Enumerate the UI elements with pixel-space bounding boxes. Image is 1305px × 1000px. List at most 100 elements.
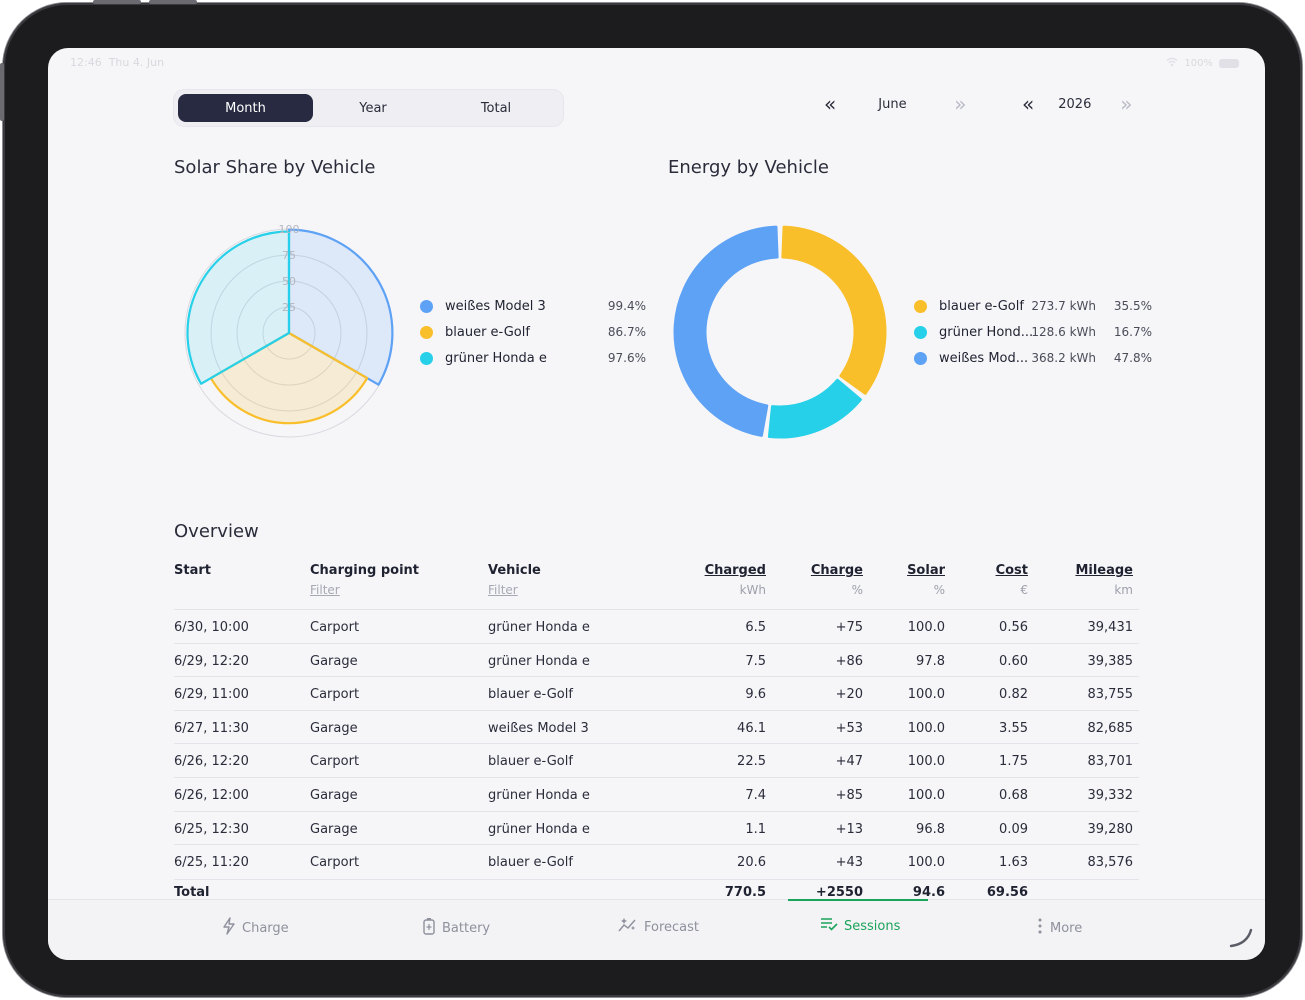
cell-charge: +47 [835, 754, 863, 770]
cell-cost: 0.56 [999, 620, 1028, 635]
previous-year-button[interactable]: « [1022, 92, 1035, 116]
legend-item-egolf[interactable]: blauer e-Golf [420, 323, 530, 341]
total-cost: 69.56 [986, 885, 1028, 900]
cell-point: Carport [310, 687, 360, 703]
unit-cost: € [1020, 583, 1028, 597]
previous-month-button[interactable]: « [824, 92, 837, 116]
cell-charged: 1.1 [745, 821, 766, 837]
sort-solar[interactable]: Solar [907, 563, 945, 578]
legend-label: grüner Hond... [939, 324, 1034, 340]
energy-legend-model3[interactable]: weißes Mod... [914, 349, 1028, 367]
sort-charged[interactable]: Charged [704, 563, 766, 578]
legend-percent: 16.7% [1113, 325, 1152, 339]
cell-vehicle: blauer e-Golf [488, 855, 573, 871]
next-month-button[interactable]: » [954, 92, 967, 116]
tab-charge[interactable]: Charge [222, 917, 289, 939]
legend-label: blauer e-Golf [445, 324, 530, 340]
radar-tick-label: 50 [282, 275, 296, 288]
filter-charging-point[interactable]: Filter [310, 583, 340, 597]
list-check-icon [820, 917, 838, 935]
sort-mileage[interactable]: Mileage [1075, 563, 1133, 578]
cell-mileage: 82,685 [1087, 720, 1134, 736]
legend-kwh: 273.7 kWh [1031, 299, 1096, 313]
cell-vehicle: blauer e-Golf [488, 754, 573, 770]
side-button-top-2 [149, 0, 197, 4]
legend-dot [914, 325, 927, 339]
cell-mileage: 83,755 [1087, 687, 1134, 703]
table-row[interactable]: 6/25, 11:20 Carport blauer e-Golf 20.6 +43 10… [174, 844, 1139, 878]
cell-cost: 0.60 [999, 653, 1028, 669]
cell-solar: 100.0 [907, 620, 945, 635]
cell-cost: 0.09 [999, 821, 1028, 837]
table-row[interactable]: 6/29, 12:20 Garage grüner Honda e 7.5 +86 97.… [174, 642, 1139, 677]
next-year-button[interactable]: » [1120, 92, 1133, 116]
cell-mileage: 39,431 [1087, 620, 1134, 635]
solar-share-radar-chart: 100 75 50 25 [184, 223, 394, 438]
cell-point: Garage [310, 653, 358, 669]
cell-charge: +43 [835, 855, 863, 871]
legend-item-model3[interactable]: weißes Model 3 [420, 297, 546, 315]
segment-year[interactable]: Year [359, 100, 387, 116]
year-navigator: « 2026 » [1022, 94, 1133, 114]
radar-sector-1[interactable] [287, 228, 394, 386]
legend-dot [420, 325, 433, 339]
unit-mileage: km [1114, 583, 1133, 597]
donut-slice-1[interactable] [781, 225, 887, 395]
donut-slice-2[interactable] [767, 378, 862, 439]
column-vehicle: Vehicle [488, 563, 541, 578]
table-row[interactable]: 6/26, 12:20 Carport blauer e-Golf 22.5 +47 10… [174, 743, 1139, 777]
cell-charged: 7.5 [745, 653, 766, 669]
cell-cost: 0.68 [999, 788, 1028, 803]
cell-start: 6/26, 12:20 [174, 754, 249, 770]
radar-tick-label: 75 [282, 249, 296, 262]
table-row[interactable]: 6/27, 11:30 Garage weißes Model 3 46.1 +53 10… [174, 709, 1139, 744]
cell-point: Garage [310, 788, 358, 803]
table-row[interactable]: 6/29, 11:00 Carport blauer e-Golf 9.6 +20 100… [174, 676, 1139, 710]
status-icons: 100% [1166, 57, 1239, 70]
app-screen: 12:46 Thu 4. Jun 100% Month Year Total «… [48, 48, 1265, 960]
status-time: 12:46 Thu 4. Jun [70, 56, 165, 69]
tab-label: Battery [442, 920, 491, 936]
cell-solar: 96.8 [916, 821, 945, 837]
radar-sector-3[interactable] [186, 230, 291, 385]
legend-dot [914, 299, 927, 313]
energy-legend-egolf[interactable]: blauer e-Golf [914, 297, 1024, 315]
cell-vehicle: grüner Honda e [488, 653, 590, 669]
cell-vehicle: blauer e-Golf [488, 687, 573, 703]
legend-kwh: 128.6 kWh [1031, 325, 1096, 339]
bottom-tab-bar: Charge Battery Forecast Sessions More [48, 899, 1265, 960]
cell-point: Garage [310, 821, 358, 837]
cell-charge: +85 [835, 788, 863, 803]
cell-start: 6/25, 11:20 [174, 855, 249, 871]
cell-charged: 9.6 [745, 687, 766, 703]
tab-battery[interactable]: Battery [422, 917, 490, 939]
table-row[interactable]: 6/30, 10:00 Carport grüner Honda e 6.5 +75 10… [174, 609, 1139, 643]
radar-ticks: 100 75 50 25 [279, 223, 300, 314]
home-indicator-corner [1229, 926, 1257, 952]
cell-cost: 0.82 [999, 687, 1028, 703]
legend-item-honda[interactable]: grüner Honda e [420, 349, 547, 367]
table-row[interactable]: 6/25, 12:30 Garage grüner Honda e 1.1 +13 96.… [174, 810, 1139, 845]
table-row[interactable]: 6/26, 12:00 Garage grüner Honda e 7.4 +85 100… [174, 777, 1139, 811]
segment-month[interactable]: Month [178, 94, 313, 122]
tab-sessions[interactable]: Sessions [820, 917, 900, 935]
cell-start: 6/30, 10:00 [174, 620, 249, 635]
tab-forecast[interactable]: Forecast [618, 917, 699, 937]
tab-more[interactable]: More [1036, 917, 1082, 939]
energy-legend-honda[interactable]: grüner Hond... [914, 323, 1033, 341]
donut-slice-3[interactable] [673, 225, 779, 437]
status-battery-icon [1219, 59, 1239, 68]
cell-charged: 7.4 [745, 788, 766, 803]
cell-solar: 100.0 [907, 754, 945, 770]
cell-charge: +13 [835, 821, 863, 837]
filter-vehicle[interactable]: Filter [488, 583, 518, 597]
sort-charge[interactable]: Charge [810, 563, 863, 578]
segment-total[interactable]: Total [480, 100, 512, 116]
cell-start: 6/26, 12:00 [174, 788, 249, 803]
tab-label: Sessions [844, 918, 901, 934]
cell-cost: 1.63 [999, 855, 1028, 871]
sort-cost[interactable]: Cost [995, 563, 1028, 578]
total-charge: +2550 [815, 885, 863, 900]
sparkle-chart-icon [618, 917, 638, 937]
